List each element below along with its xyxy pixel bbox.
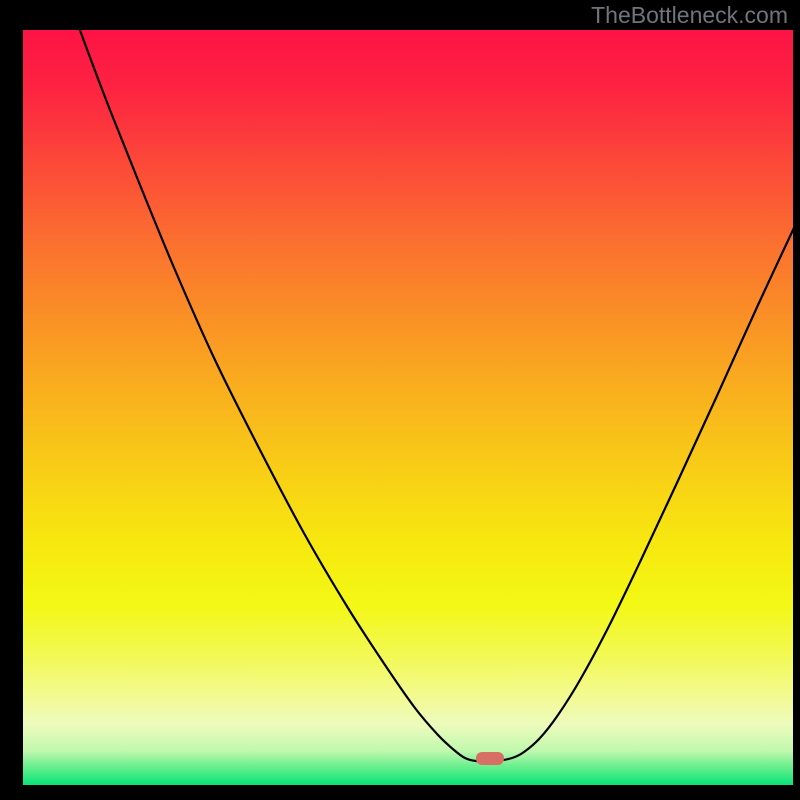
curve-path (69, 0, 800, 761)
optimum-marker (476, 752, 504, 770)
watermark-text: TheBottleneck.com (591, 2, 788, 29)
chart-container: TheBottleneck.com (0, 0, 800, 800)
bottleneck-curve (0, 0, 800, 800)
optimum-marker-shape (476, 752, 504, 765)
